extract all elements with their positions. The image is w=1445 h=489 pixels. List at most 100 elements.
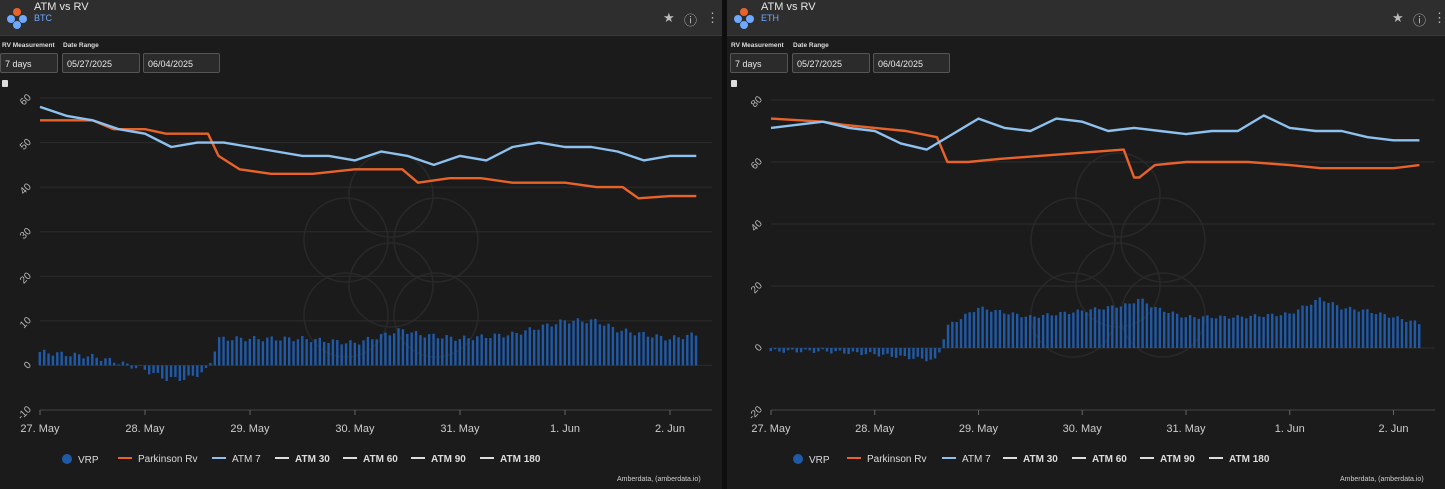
info-icon[interactable]: ⓘ (684, 13, 698, 28)
legend-item-atm-90[interactable]: ATM 90 (411, 454, 466, 465)
vrp-bar (607, 323, 610, 366)
vrp-bar (994, 310, 997, 348)
legend-swatch (847, 457, 861, 459)
vrp-bar (47, 353, 50, 366)
vrp-bar (585, 323, 588, 366)
vrp-bar (633, 335, 636, 366)
vrp-bar (769, 348, 772, 352)
legend-item-parkinson-rv[interactable]: Parkinson Rv (118, 454, 197, 465)
vrp-bar (1063, 311, 1066, 348)
vrp-bar (920, 348, 924, 359)
vrp-bar (322, 341, 326, 366)
x-tick-label: 27. May (20, 423, 60, 435)
vrp-bar (1392, 317, 1395, 348)
vrp-bar (1154, 307, 1157, 348)
legend-item-atm-7[interactable]: ATM 7 (942, 454, 991, 465)
vrp-bar (1080, 310, 1084, 348)
reset-zoom-button[interactable] (2, 80, 8, 87)
vrp-bar (362, 340, 365, 366)
vrp-bar (476, 336, 479, 366)
start-date-input[interactable]: 05/27/2025 (792, 53, 870, 73)
reset-zoom-button[interactable] (731, 80, 737, 87)
chart-credit[interactable]: Amberdata, (amberdata.io) (1340, 476, 1424, 483)
vrp-bar (196, 365, 199, 378)
y-tick-label: 0 (753, 342, 765, 354)
vrp-bar (165, 365, 168, 381)
legend-item-parkinson-rv[interactable]: Parkinson Rv (847, 454, 926, 465)
legend-item-atm-7[interactable]: ATM 7 (212, 454, 261, 465)
y-tick-label: 20 (749, 280, 765, 296)
vrp-bar (152, 365, 155, 374)
vrp-bar (873, 348, 876, 355)
vrp-bar (99, 360, 103, 366)
amberdata-logo-icon (7, 8, 27, 29)
vrp-bar (204, 365, 208, 369)
vrp-bar (270, 336, 273, 366)
vrp-bar (594, 318, 597, 366)
vrp-bar (1292, 313, 1296, 348)
legend-swatch (480, 457, 494, 459)
vrp-bar (1115, 307, 1118, 348)
vrp-bar (121, 361, 125, 366)
y-tick-label: 40 (18, 181, 34, 197)
legend-item-atm-180[interactable]: ATM 180 (480, 454, 540, 465)
vrp-bar (200, 365, 203, 373)
vrp-bar (161, 365, 164, 379)
vrp-bar (1145, 303, 1149, 348)
vrp-bar (73, 352, 76, 366)
vrp-bar (349, 340, 352, 366)
vrp-bar (554, 324, 558, 366)
vrp-bar (406, 333, 409, 366)
end-date-input[interactable]: 06/04/2025 (873, 53, 950, 73)
vrp-bar (1024, 316, 1028, 348)
vrp-bar (1020, 317, 1023, 348)
bookmark-icon[interactable]: ★ (1392, 10, 1404, 25)
vrp-bar (938, 348, 941, 353)
bookmark-icon[interactable]: ★ (663, 10, 675, 25)
vrp-bar (916, 348, 919, 357)
vrp-bar (1271, 313, 1274, 348)
legend-item-vrp[interactable]: VRP (62, 454, 99, 466)
vrp-bar (576, 318, 580, 366)
vrp-bar (998, 310, 1002, 348)
rv-measurement-select[interactable]: 7 days (0, 53, 58, 73)
legend-item-atm-60[interactable]: ATM 60 (343, 454, 398, 465)
vrp-bar (191, 365, 195, 376)
end-date-input[interactable]: 06/04/2025 (143, 53, 220, 73)
parkinson-rv-line (40, 119, 697, 200)
start-date-input[interactable]: 05/27/2025 (62, 53, 140, 73)
vrp-bar (515, 332, 518, 366)
vrp-bar (559, 319, 562, 366)
legend-item-atm-30[interactable]: ATM 30 (1003, 454, 1058, 465)
legend-item-atm-30[interactable]: ATM 30 (275, 454, 330, 465)
vrp-bar (91, 353, 94, 366)
legend-item-atm-90[interactable]: ATM 90 (1140, 454, 1195, 465)
legend-item-atm-180[interactable]: ATM 180 (1209, 454, 1269, 465)
vrp-bar (581, 321, 584, 366)
y-tick-label: -20 (747, 404, 765, 422)
legend-item-vrp[interactable]: VRP (793, 454, 830, 466)
vrp-bar (357, 344, 361, 366)
y-tick-label: 80 (749, 94, 765, 110)
vrp-bar (1054, 315, 1058, 348)
y-tick-label: 50 (18, 137, 34, 153)
info-icon[interactable]: ⓘ (1413, 13, 1427, 28)
vrp-bar (371, 339, 374, 366)
vrp-bar (445, 335, 448, 366)
legend-label: ATM 7 (232, 454, 261, 465)
rv-measurement-label: RV Measurement (731, 42, 784, 49)
parkinson-rv-line (770, 117, 1420, 179)
legend-swatch (1003, 457, 1017, 459)
legend-label: ATM 90 (1160, 454, 1195, 465)
more-menu-icon[interactable]: ⋮ (706, 10, 719, 25)
vrp-bar (1305, 305, 1309, 348)
more-menu-icon[interactable]: ⋮ (1433, 10, 1445, 25)
chart-credit[interactable]: Amberdata, (amberdata.io) (617, 476, 701, 483)
panel-divider (722, 0, 727, 489)
vrp-bar (331, 339, 335, 366)
vrp-bar (484, 337, 488, 366)
legend-item-atm-60[interactable]: ATM 60 (1072, 454, 1127, 465)
rv-measurement-select[interactable]: 7 days (730, 53, 788, 73)
vrp-bar (655, 334, 658, 366)
legend-swatch (212, 457, 226, 459)
